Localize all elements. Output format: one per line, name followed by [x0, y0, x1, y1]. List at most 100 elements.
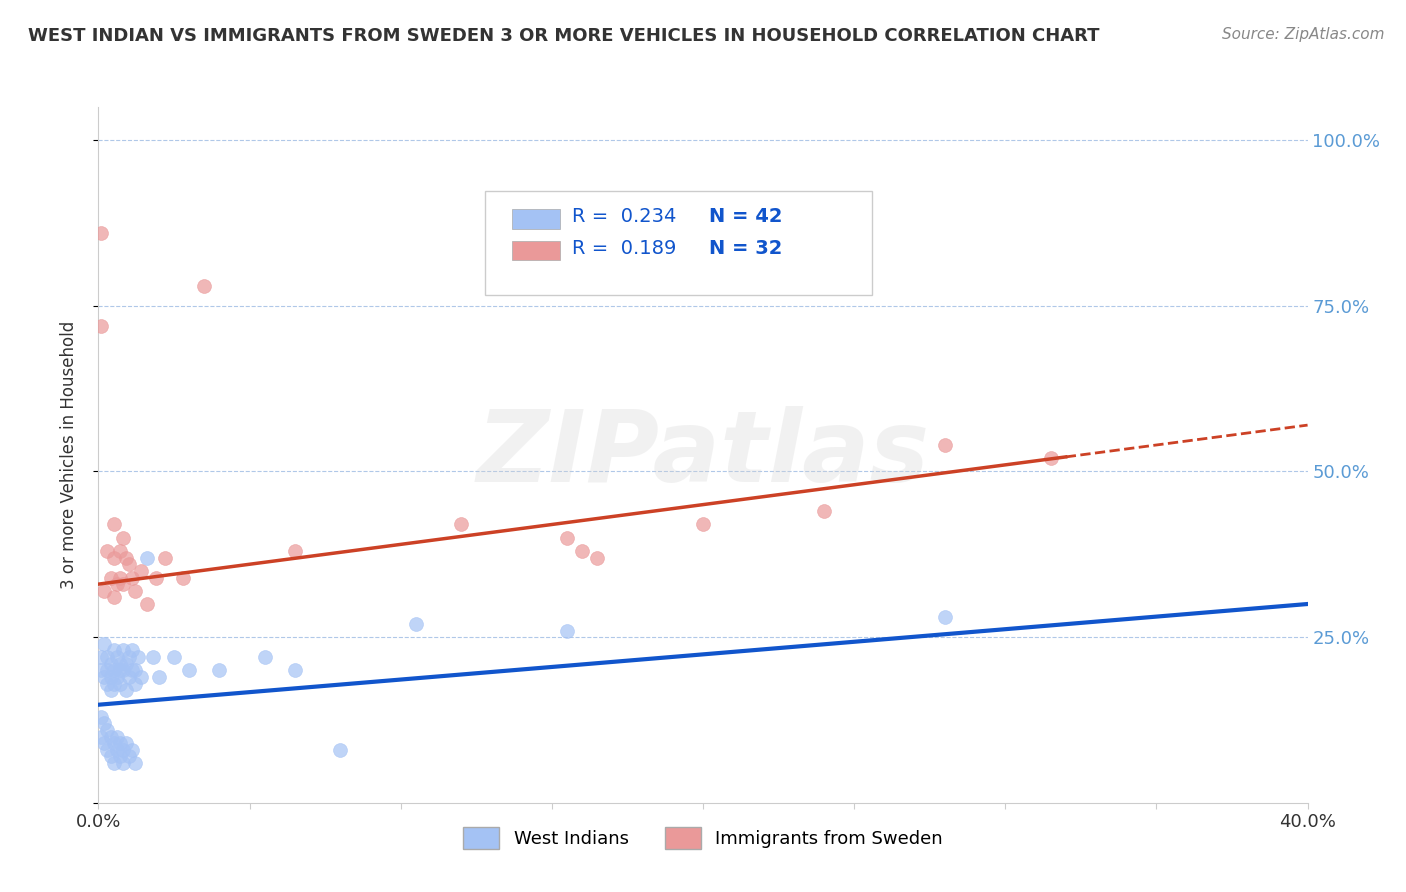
Point	[284, 663, 307, 677]
Point	[118, 650, 141, 665]
Text: ZIPatlas: ZIPatlas	[477, 407, 929, 503]
Point	[129, 670, 152, 684]
Point	[1039, 451, 1062, 466]
Point	[105, 670, 128, 684]
Point	[111, 531, 134, 545]
Point	[111, 577, 134, 591]
Point	[121, 643, 143, 657]
Point	[118, 749, 141, 764]
Point	[135, 550, 157, 565]
Point	[114, 736, 136, 750]
Text: N = 42: N = 42	[709, 208, 783, 227]
Point	[586, 550, 609, 565]
Point	[111, 743, 134, 757]
Point	[90, 650, 112, 665]
Point	[692, 517, 714, 532]
Point	[114, 657, 136, 671]
Point	[172, 570, 194, 584]
Point	[96, 743, 118, 757]
Point	[103, 517, 125, 532]
Point	[105, 743, 128, 757]
Point	[111, 663, 134, 677]
Point	[179, 663, 201, 677]
Point	[93, 736, 115, 750]
Text: N = 32: N = 32	[709, 239, 782, 258]
Point	[96, 723, 118, 737]
Point	[108, 663, 131, 677]
Point	[813, 504, 835, 518]
Point	[96, 544, 118, 558]
Point	[103, 736, 125, 750]
Point	[90, 730, 112, 744]
Point	[111, 643, 134, 657]
Point	[103, 643, 125, 657]
Text: WEST INDIAN VS IMMIGRANTS FROM SWEDEN 3 OR MORE VEHICLES IN HOUSEHOLD CORRELATIO: WEST INDIAN VS IMMIGRANTS FROM SWEDEN 3 …	[28, 27, 1099, 45]
Point	[108, 544, 131, 558]
Point	[121, 570, 143, 584]
Point	[93, 583, 115, 598]
Point	[121, 663, 143, 677]
Point	[450, 517, 472, 532]
Point	[934, 438, 956, 452]
Point	[135, 597, 157, 611]
Point	[329, 743, 352, 757]
Point	[253, 650, 276, 665]
Point	[105, 730, 128, 744]
Point	[129, 564, 152, 578]
Point	[93, 716, 115, 731]
Point	[405, 616, 427, 631]
Point	[100, 683, 122, 698]
Point	[284, 544, 307, 558]
Point	[121, 743, 143, 757]
Point	[96, 676, 118, 690]
Point	[193, 279, 215, 293]
Point	[108, 676, 131, 690]
Point	[153, 550, 176, 565]
Point	[103, 756, 125, 770]
Point	[145, 570, 167, 584]
Point	[124, 676, 146, 690]
Point	[142, 650, 165, 665]
Point	[208, 663, 231, 677]
Point	[100, 730, 122, 744]
Point	[124, 756, 146, 770]
Point	[96, 663, 118, 677]
Point	[555, 531, 578, 545]
Point	[127, 650, 149, 665]
Point	[103, 663, 125, 677]
Point	[105, 577, 128, 591]
Point	[100, 670, 122, 684]
Point	[96, 650, 118, 665]
Point	[571, 544, 593, 558]
Point	[93, 670, 115, 684]
Point	[103, 676, 125, 690]
Point	[118, 670, 141, 684]
Point	[100, 749, 122, 764]
Point	[118, 558, 141, 572]
Point	[93, 637, 115, 651]
FancyBboxPatch shape	[512, 210, 561, 229]
Point	[105, 650, 128, 665]
Point	[103, 550, 125, 565]
Point	[934, 610, 956, 624]
Point	[108, 749, 131, 764]
FancyBboxPatch shape	[512, 241, 561, 260]
Point	[100, 657, 122, 671]
Point	[108, 657, 131, 671]
Text: R =  0.234: R = 0.234	[572, 208, 676, 227]
Y-axis label: 3 or more Vehicles in Household: 3 or more Vehicles in Household	[59, 321, 77, 589]
Point	[108, 570, 131, 584]
Legend: West Indians, Immigrants from Sweden: West Indians, Immigrants from Sweden	[456, 820, 950, 856]
Point	[111, 756, 134, 770]
Point	[108, 736, 131, 750]
Point	[124, 583, 146, 598]
FancyBboxPatch shape	[485, 191, 872, 295]
Text: Source: ZipAtlas.com: Source: ZipAtlas.com	[1222, 27, 1385, 42]
Point	[163, 650, 186, 665]
Point	[90, 318, 112, 333]
Text: R =  0.189: R = 0.189	[572, 239, 676, 258]
Point	[90, 226, 112, 240]
Point	[103, 591, 125, 605]
Point	[114, 550, 136, 565]
Point	[90, 709, 112, 723]
